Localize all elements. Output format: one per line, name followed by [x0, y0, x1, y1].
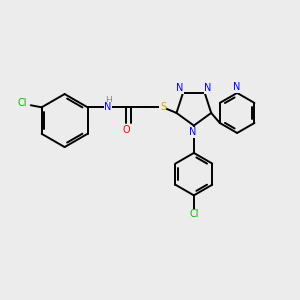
Text: Cl: Cl	[17, 98, 27, 108]
Text: N: N	[233, 82, 241, 92]
Text: N: N	[104, 102, 112, 112]
Text: S: S	[160, 102, 166, 112]
Text: N: N	[189, 127, 196, 137]
Text: Cl: Cl	[189, 209, 199, 220]
Text: H: H	[105, 96, 112, 105]
Text: N: N	[204, 83, 212, 93]
Text: N: N	[176, 83, 183, 93]
Text: O: O	[123, 125, 130, 135]
